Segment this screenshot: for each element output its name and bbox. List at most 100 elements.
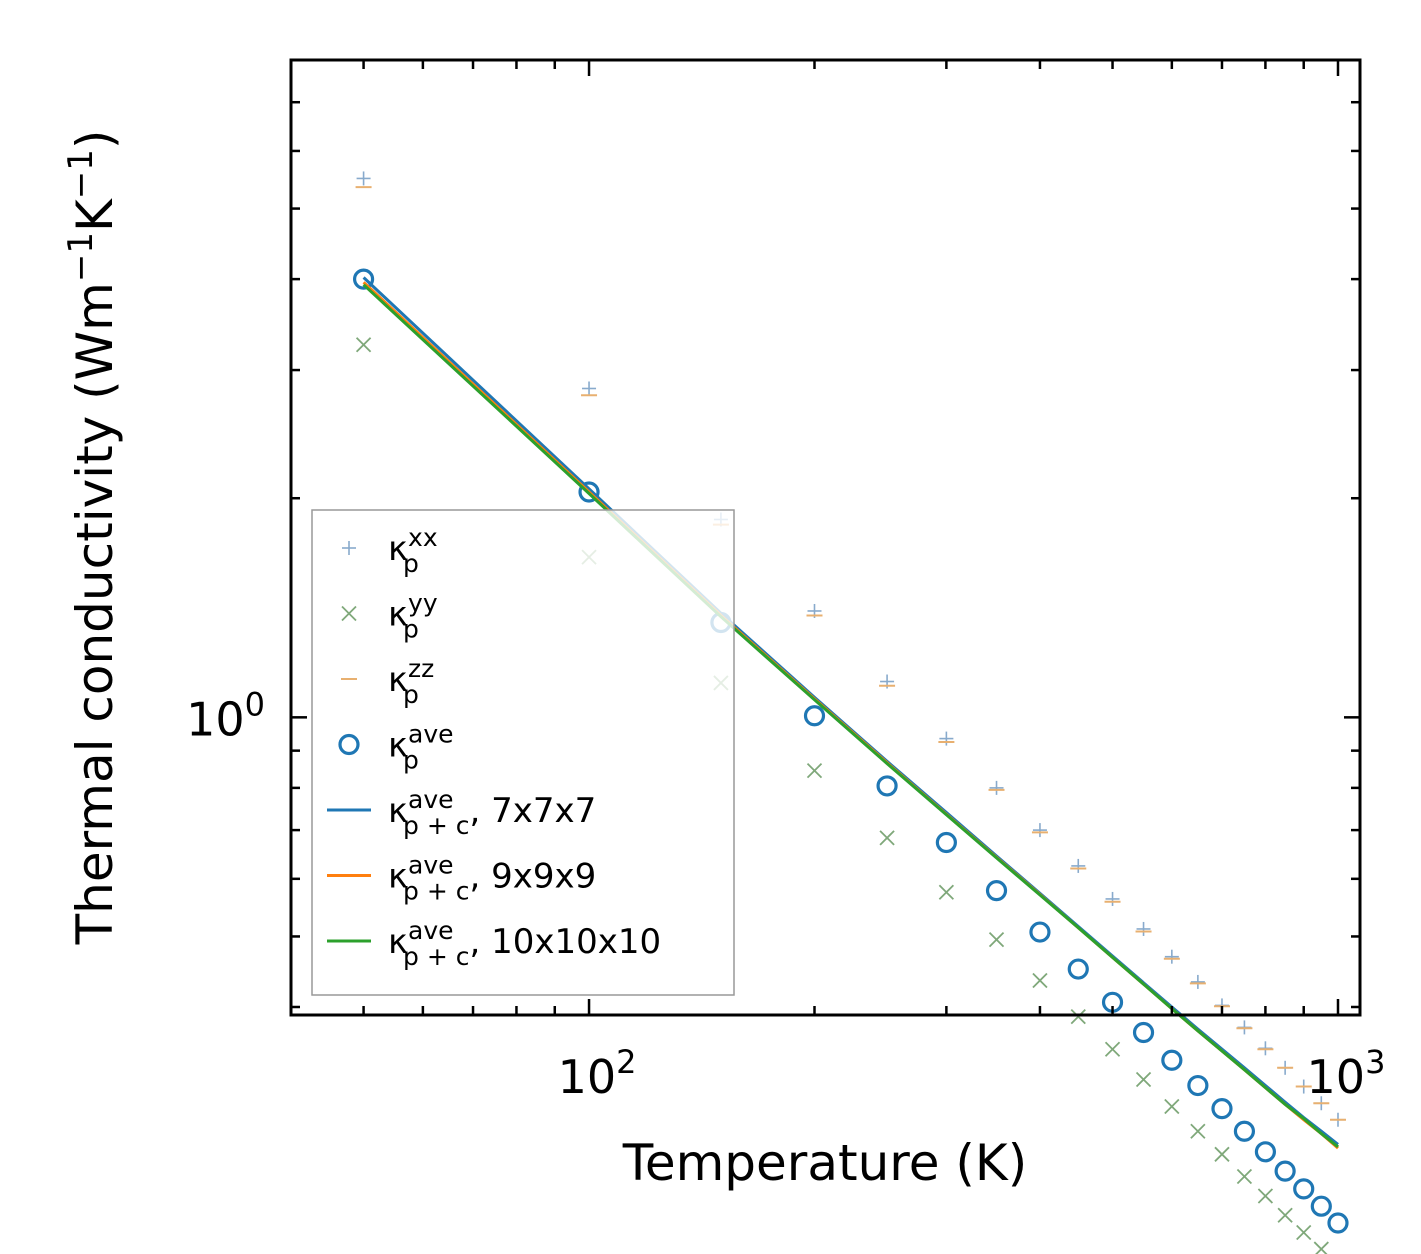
marker-1-12 — [1190, 1123, 1206, 1139]
legend-label-2: κzz p — [388, 654, 434, 709]
legend-kappa: κ — [388, 726, 408, 766]
legend-kappa: κ — [388, 595, 408, 635]
legend-label-4: κave p + c, 7x7x7 — [388, 785, 596, 840]
marker-3-14 — [1233, 1120, 1256, 1142]
marker-1-3 — [806, 762, 823, 779]
marker-0-11 — [1164, 949, 1179, 964]
legend-sup: ave — [408, 851, 454, 880]
legend-suffix: , 7x7x7 — [469, 791, 596, 831]
marker-1-7-b — [1032, 972, 1048, 989]
x-tick-label-base: 10 — [1307, 1050, 1366, 1104]
legend-sub: p — [403, 680, 419, 709]
marker-0-12 — [1190, 974, 1205, 989]
y-tick-label-base: 10 — [186, 692, 245, 746]
marker-3-5 — [935, 831, 957, 854]
y-axis-title: Thermal conductivity (Wm−1K−1) — [61, 130, 124, 946]
legend-kappa: κ — [388, 857, 408, 897]
legend-sub: p — [403, 549, 419, 578]
marker-0-1 — [582, 381, 597, 396]
marker-3-6 — [985, 880, 1008, 902]
marker-1-15 — [1257, 1188, 1274, 1204]
series-line-6 — [362, 283, 1339, 1148]
marker-1-9 — [1104, 1041, 1121, 1057]
legend-handle-1-b — [341, 605, 357, 622]
plot-frame — [289, 58, 1362, 1017]
marker-1-12-b — [1190, 1123, 1206, 1139]
marker-0-7 — [1032, 823, 1047, 838]
y-tick-label: 100 — [186, 685, 265, 746]
legend-kappa: κ — [388, 791, 408, 831]
marker-3-4 — [876, 775, 898, 797]
marker-1-14 — [1236, 1168, 1253, 1185]
legend-sub: p — [403, 615, 419, 644]
marker-1-9-b — [1104, 1041, 1121, 1057]
marker-1-13 — [1214, 1146, 1230, 1162]
marker-1-17-b — [1296, 1224, 1312, 1241]
marker-3-12 — [1187, 1074, 1209, 1097]
legend-kappa: κ — [388, 922, 408, 962]
marker-1-3-b — [806, 762, 823, 779]
marker-1-16 — [1277, 1207, 1293, 1223]
marker-1-15-b — [1257, 1188, 1274, 1204]
marker-1-10-b — [1135, 1071, 1152, 1088]
marker-1-13-b — [1214, 1146, 1230, 1162]
legend-handle-1 — [341, 605, 357, 622]
legend-sup: ave — [408, 916, 454, 945]
legend-sub: p + c — [403, 811, 469, 840]
marker-1-0-b — [355, 337, 372, 353]
legend-sub: p + c — [403, 877, 469, 906]
legend-label-1: κyy p — [388, 589, 438, 644]
legend-sub: p — [403, 746, 419, 775]
x-tick-label-base: 10 — [558, 1050, 617, 1104]
marker-3-3 — [803, 705, 826, 727]
marker-1-16-b — [1277, 1207, 1293, 1223]
legend-sup: xx — [408, 523, 438, 552]
marker-1-4 — [879, 830, 895, 846]
marker-0-5 — [939, 731, 954, 746]
marker-1-6 — [988, 931, 1005, 948]
marker-1-8-b — [1070, 1008, 1086, 1025]
marker-1-0 — [355, 337, 372, 353]
marker-0-6 — [989, 780, 1004, 795]
marker-1-18 — [1313, 1241, 1329, 1254]
x-tick-label: 103 — [1307, 1043, 1386, 1104]
marker-3-1 — [578, 481, 600, 503]
marker-1-5 — [938, 884, 955, 900]
marker-1-5-b — [938, 884, 955, 900]
y-axis-title-main: Thermal conductivity (Wm — [66, 282, 124, 945]
legend-label-6: κave p + c, 10x10x10 — [388, 916, 661, 971]
marker-3-0 — [352, 268, 375, 290]
x-axis-title: Temperature (K) — [622, 1134, 1027, 1192]
y-axis-title-end: ) — [66, 130, 124, 150]
marker-1-4-b — [879, 830, 895, 846]
legend-box — [311, 509, 735, 996]
legend-sup: ave — [408, 720, 454, 749]
legend-handle-0 — [342, 541, 356, 555]
marker-3-16 — [1274, 1160, 1296, 1182]
marker-3-18 — [1310, 1195, 1332, 1217]
y-axis-title-mid: K — [66, 198, 124, 232]
y-axis-title-sup2: −1 — [61, 149, 101, 199]
legend-suffix: , 9x9x9 — [469, 857, 596, 897]
legend-label-0: κxx p — [388, 523, 438, 578]
legend-label-3: κave p — [388, 720, 454, 775]
marker-3-10 — [1132, 1021, 1155, 1044]
marker-0-8 — [1071, 858, 1086, 873]
marker-1-14-b — [1236, 1168, 1253, 1185]
marker-1-10 — [1135, 1071, 1152, 1088]
legend-sup: yy — [408, 589, 438, 618]
marker-1-11-b — [1164, 1098, 1180, 1115]
legend-kappa: κ — [388, 529, 408, 569]
marker-1-17 — [1296, 1224, 1312, 1241]
marker-1-8 — [1070, 1008, 1086, 1025]
marker-3-11 — [1161, 1049, 1183, 1071]
legend-handle-3 — [338, 733, 360, 756]
x-tick-label: 102 — [558, 1043, 637, 1104]
marker-1-11 — [1164, 1098, 1180, 1115]
legend-sub: p + c — [403, 942, 469, 971]
x-tick-label-exp: 2 — [616, 1043, 636, 1081]
y-axis-title-sup1: −1 — [61, 232, 101, 282]
marker-3-13 — [1211, 1098, 1233, 1120]
